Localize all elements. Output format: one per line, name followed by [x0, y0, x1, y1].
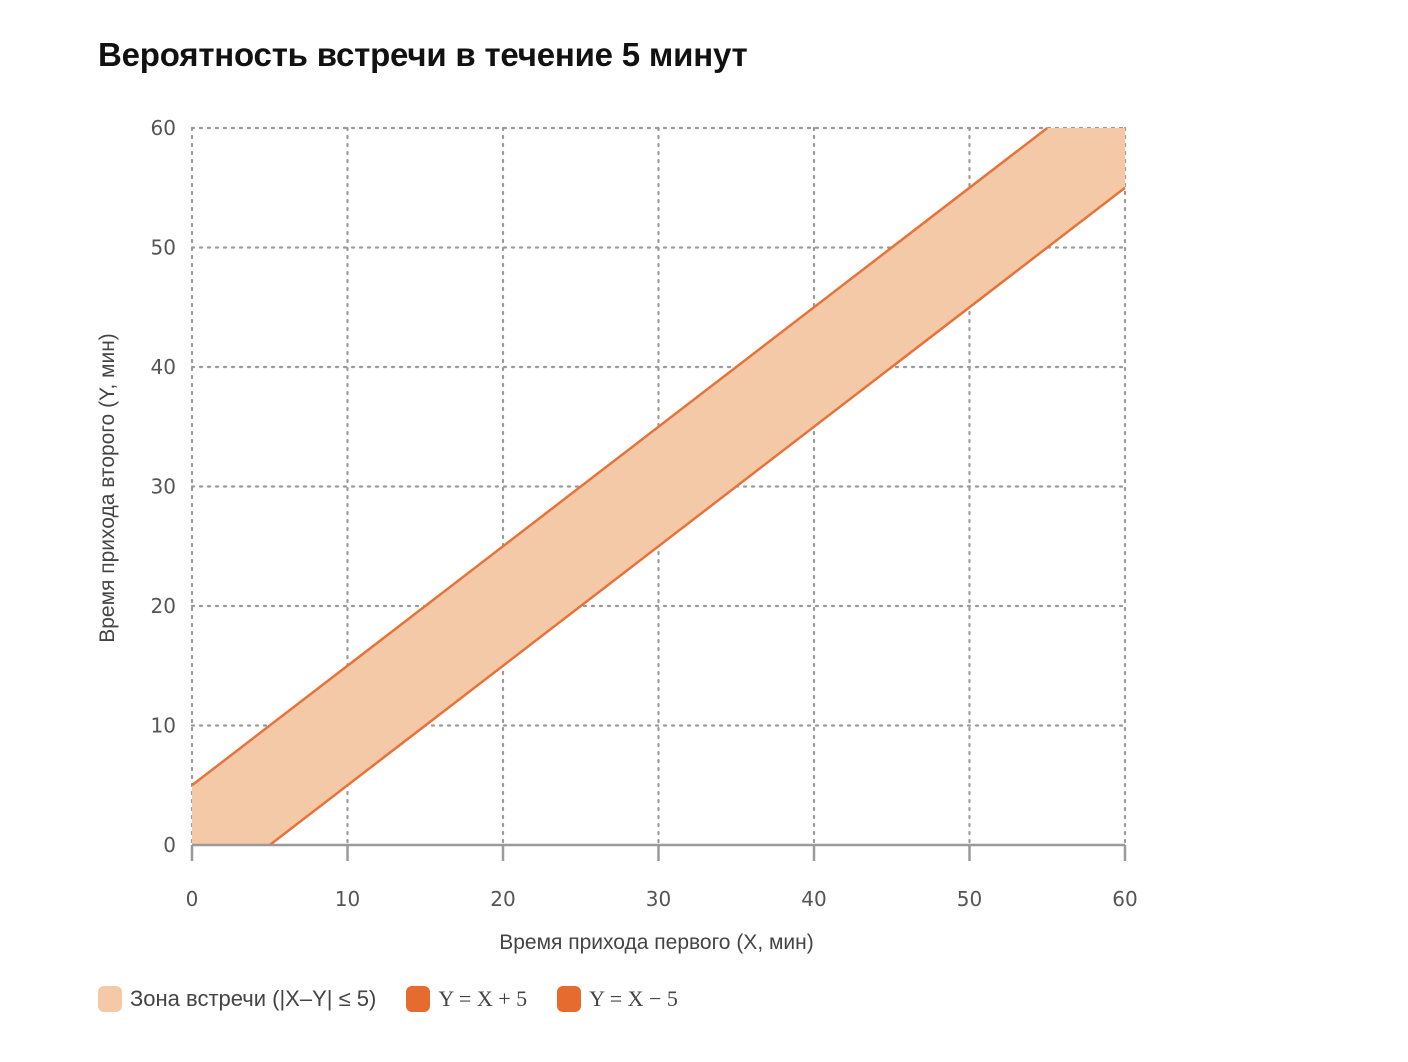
x-tick-label: 0	[186, 887, 199, 911]
x-tick-label: 40	[801, 887, 826, 911]
x-tick-label: 60	[1112, 887, 1137, 911]
upper-line-swatch-icon	[406, 986, 431, 1012]
legend: Зона встречи (|X–Y| ≤ 5) Y = X + 5 Y = X…	[98, 986, 708, 1012]
legend-label-upper-line: Y = X + 5	[438, 986, 528, 1011]
zone-swatch-icon	[98, 986, 122, 1012]
line-y-eq-x-plus-5	[191, 127, 1049, 787]
x-axis-label: Время прихода первого (X, мин)	[499, 931, 814, 954]
legend-item-upper-line: Y = X + 5	[406, 986, 527, 1012]
legend-label-lower-line: Y = X − 5	[589, 986, 678, 1011]
line-y-eq-x-minus-5	[268, 186, 1126, 846]
x-tick-label: 50	[957, 887, 982, 911]
y-tick-label: 20	[151, 594, 176, 618]
lower-line-swatch-icon	[557, 986, 582, 1012]
y-tick-label: 10	[151, 714, 176, 738]
legend-item-zone: Зона встречи (|X–Y| ≤ 5)	[98, 986, 376, 1012]
y-tick-label: 40	[151, 355, 176, 379]
legend-item-lower-line: Y = X − 5	[557, 986, 678, 1012]
y-axis-label: Время прихода второго (Y, мин)	[96, 333, 119, 643]
y-tick-label: 0	[163, 833, 176, 857]
meeting-zone-area	[192, 128, 1125, 845]
y-tick-label: 30	[151, 475, 176, 499]
x-tick-label: 30	[646, 887, 671, 911]
x-tick-label: 20	[490, 887, 515, 911]
x-tick-label: 10	[335, 887, 360, 911]
y-tick-label: 60	[151, 116, 176, 140]
y-tick-label: 50	[151, 236, 176, 260]
legend-label-zone: Зона встречи (|X–Y| ≤ 5)	[130, 986, 377, 1011]
chart-title: Вероятность встречи в течение 5 минут	[98, 36, 748, 73]
